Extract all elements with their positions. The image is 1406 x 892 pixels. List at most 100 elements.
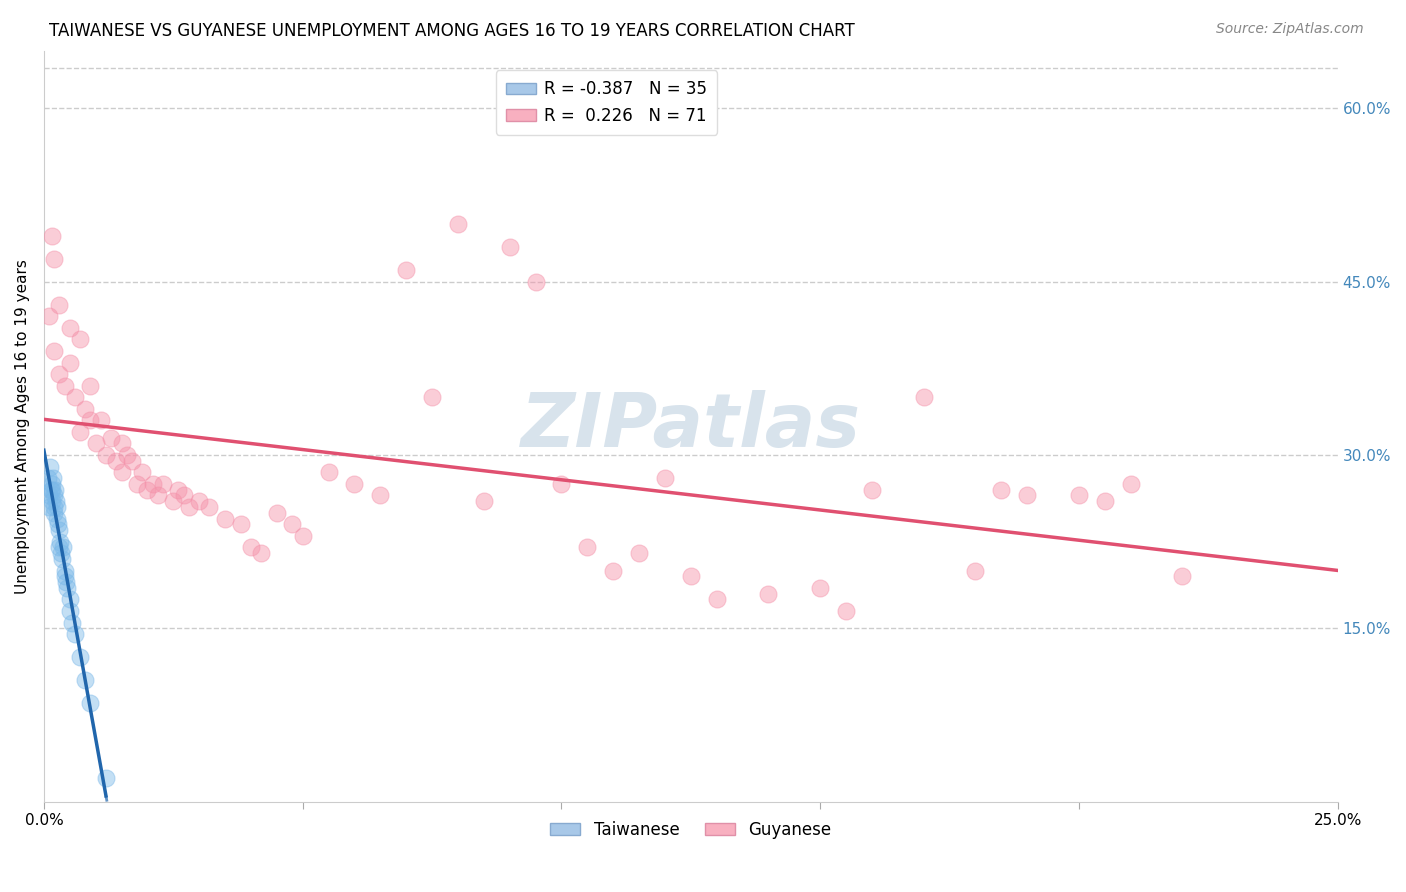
Point xyxy=(550,476,572,491)
Point xyxy=(48,367,70,381)
Point xyxy=(48,523,70,537)
Point xyxy=(808,581,831,595)
Point xyxy=(291,529,314,543)
Point xyxy=(146,488,169,502)
Point xyxy=(524,275,547,289)
Point xyxy=(48,517,70,532)
Point xyxy=(44,483,66,497)
Point xyxy=(1067,488,1090,502)
Point xyxy=(318,466,340,480)
Point xyxy=(498,240,520,254)
Point xyxy=(38,488,60,502)
Point xyxy=(281,517,304,532)
Point xyxy=(44,500,66,514)
Point xyxy=(75,673,97,688)
Point xyxy=(53,564,76,578)
Point xyxy=(49,546,72,560)
Point xyxy=(125,476,148,491)
Point xyxy=(41,228,63,243)
Point xyxy=(90,413,112,427)
Point xyxy=(41,476,63,491)
Point xyxy=(79,697,101,711)
Point xyxy=(44,506,66,520)
Point xyxy=(75,401,97,416)
Point xyxy=(912,390,935,404)
Point xyxy=(343,476,366,491)
Point xyxy=(94,448,117,462)
Point xyxy=(42,471,65,485)
Point xyxy=(576,541,599,555)
Point xyxy=(63,627,86,641)
Point xyxy=(44,252,66,266)
Point xyxy=(229,517,252,532)
Point xyxy=(110,466,132,480)
Point xyxy=(965,564,987,578)
Point xyxy=(758,587,780,601)
Point xyxy=(39,459,62,474)
Point xyxy=(706,592,728,607)
Point xyxy=(59,604,82,618)
Point xyxy=(198,500,221,514)
Text: TAIWANESE VS GUYANESE UNEMPLOYMENT AMONG AGES 16 TO 19 YEARS CORRELATION CHART: TAIWANESE VS GUYANESE UNEMPLOYMENT AMONG… xyxy=(49,22,855,40)
Point xyxy=(59,592,82,607)
Point xyxy=(152,476,174,491)
Point xyxy=(188,494,211,508)
Point xyxy=(63,390,86,404)
Point xyxy=(59,321,82,335)
Point xyxy=(447,217,470,231)
Point xyxy=(44,344,66,359)
Point xyxy=(472,494,495,508)
Point xyxy=(131,466,153,480)
Point xyxy=(654,471,676,485)
Point xyxy=(1119,476,1142,491)
Point xyxy=(1017,488,1039,502)
Point xyxy=(602,564,624,578)
Text: Source: ZipAtlas.com: Source: ZipAtlas.com xyxy=(1216,22,1364,37)
Point xyxy=(860,483,883,497)
Point xyxy=(142,476,165,491)
Point xyxy=(266,506,288,520)
Point xyxy=(49,534,72,549)
Point xyxy=(110,436,132,450)
Point xyxy=(53,569,76,583)
Point xyxy=(100,431,122,445)
Point xyxy=(1171,569,1194,583)
Point xyxy=(41,483,63,497)
Point xyxy=(38,310,60,324)
Point xyxy=(44,488,66,502)
Point xyxy=(69,333,91,347)
Point xyxy=(94,772,117,786)
Point xyxy=(45,500,67,514)
Point xyxy=(679,569,702,583)
Point xyxy=(59,355,82,369)
Point xyxy=(55,575,77,590)
Point xyxy=(56,581,79,595)
Point xyxy=(167,483,190,497)
Point xyxy=(121,454,143,468)
Point xyxy=(250,546,273,560)
Point xyxy=(39,483,62,497)
Point xyxy=(1094,494,1116,508)
Legend: Taiwanese, Guyanese: Taiwanese, Guyanese xyxy=(544,814,838,846)
Point xyxy=(162,494,184,508)
Point xyxy=(105,454,128,468)
Point xyxy=(41,494,63,508)
Point xyxy=(79,378,101,392)
Point xyxy=(45,494,67,508)
Point xyxy=(214,511,236,525)
Point xyxy=(46,511,69,525)
Point xyxy=(51,541,73,555)
Point xyxy=(84,436,107,450)
Point xyxy=(835,604,858,618)
Point xyxy=(53,378,76,392)
Text: ZIPatlas: ZIPatlas xyxy=(520,390,860,463)
Point xyxy=(420,390,443,404)
Point xyxy=(115,448,138,462)
Point xyxy=(60,615,83,630)
Point xyxy=(37,471,59,485)
Point xyxy=(136,483,159,497)
Point xyxy=(368,488,391,502)
Point xyxy=(79,413,101,427)
Point xyxy=(51,552,73,566)
Point xyxy=(69,425,91,439)
